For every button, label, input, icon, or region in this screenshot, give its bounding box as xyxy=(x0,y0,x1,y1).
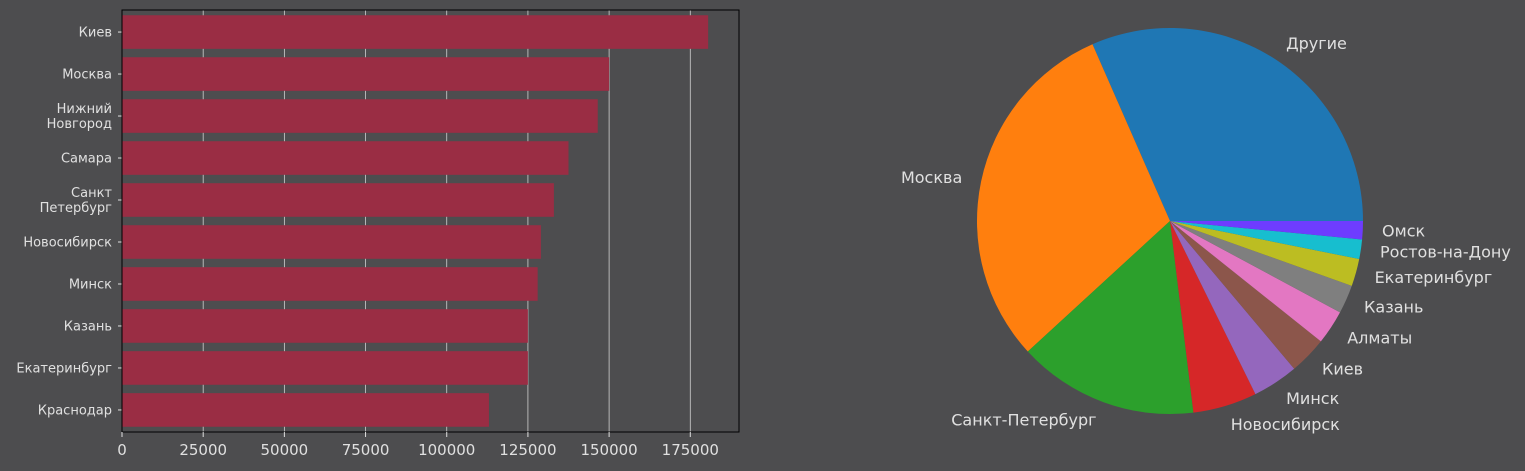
pie-chart: Другие Москва Санкт-Петербург Новосибирск Ми… xyxy=(901,28,1511,434)
y-tick-label: Казань xyxy=(64,319,112,334)
plot-frame xyxy=(121,9,740,433)
bar-санкт-петербург xyxy=(122,183,554,217)
bar-самара xyxy=(122,141,569,175)
slice-label-казань: Казань xyxy=(1364,298,1423,317)
bar-нижний-новгород xyxy=(122,99,598,133)
slice-label-екатеринбург: Екатеринбург xyxy=(1375,268,1493,287)
y-tick-label: Нижний Новгород xyxy=(47,102,112,132)
slice-другие xyxy=(1092,28,1363,222)
slice-label-новосибирск: Новосибирск xyxy=(1231,415,1340,434)
slice-москва xyxy=(976,44,1170,352)
bar-москва xyxy=(122,57,610,91)
x-tick-label: 0 xyxy=(117,441,127,459)
slice-label-другие: Другие xyxy=(1286,34,1347,53)
slice-ростов-на-дону xyxy=(1170,221,1363,260)
y-tick-label: Киев xyxy=(79,26,112,41)
slice-санкт-петербург xyxy=(1027,221,1194,414)
slice-label-омск: Омск xyxy=(1382,222,1425,241)
x-tick-label: 25000 xyxy=(179,441,227,459)
slice-алматы xyxy=(1170,221,1341,342)
slice-киев xyxy=(1170,221,1321,369)
bar-новосибирск xyxy=(122,225,541,259)
bar-минск xyxy=(122,267,538,301)
x-tick-label: 75000 xyxy=(342,441,390,459)
x-tick-label: 125000 xyxy=(499,441,556,459)
slice-омск xyxy=(1170,221,1363,240)
slice-новосибирск xyxy=(1170,221,1256,413)
slice-label-минск: Минск xyxy=(1286,389,1339,408)
y-tick-label: Новосибирск xyxy=(23,235,112,250)
slice-label-алматы: Алматы xyxy=(1347,328,1412,347)
x-tick-label: 150000 xyxy=(580,441,637,459)
x-tick-label: 50000 xyxy=(261,441,309,459)
slice-label-санкт-петербург: Санкт-Петербург xyxy=(951,411,1096,430)
slice-label-москва: Москва xyxy=(901,168,962,187)
slice-екатеринбург xyxy=(1170,221,1360,286)
y-tick-label: Москва xyxy=(62,68,112,83)
slice-минск xyxy=(1170,221,1295,395)
y-tick-label: Краснодар xyxy=(38,403,112,418)
bar-казань xyxy=(122,309,528,343)
y-tick-label: Екатеринбург xyxy=(16,361,112,376)
bar-краснодар xyxy=(122,393,489,427)
x-tick-label: 175000 xyxy=(662,441,719,459)
slice-label-киев: Киев xyxy=(1322,360,1363,379)
y-tick-label: Санкт Петербург xyxy=(40,186,113,216)
slice-label-ростов-на-дону: Ростов-на-Дону xyxy=(1380,243,1511,262)
slice-казань xyxy=(1170,221,1352,313)
y-tick-label: Самара xyxy=(61,152,112,167)
x-tick-label: 100000 xyxy=(418,441,475,459)
bar-екатеринбург xyxy=(122,351,528,385)
y-tick-label: Минск xyxy=(69,277,112,292)
bar-киев xyxy=(122,15,709,49)
bar-chart: Киев Москва Нижний Новгород Самара Санкт Петер… xyxy=(16,9,740,459)
